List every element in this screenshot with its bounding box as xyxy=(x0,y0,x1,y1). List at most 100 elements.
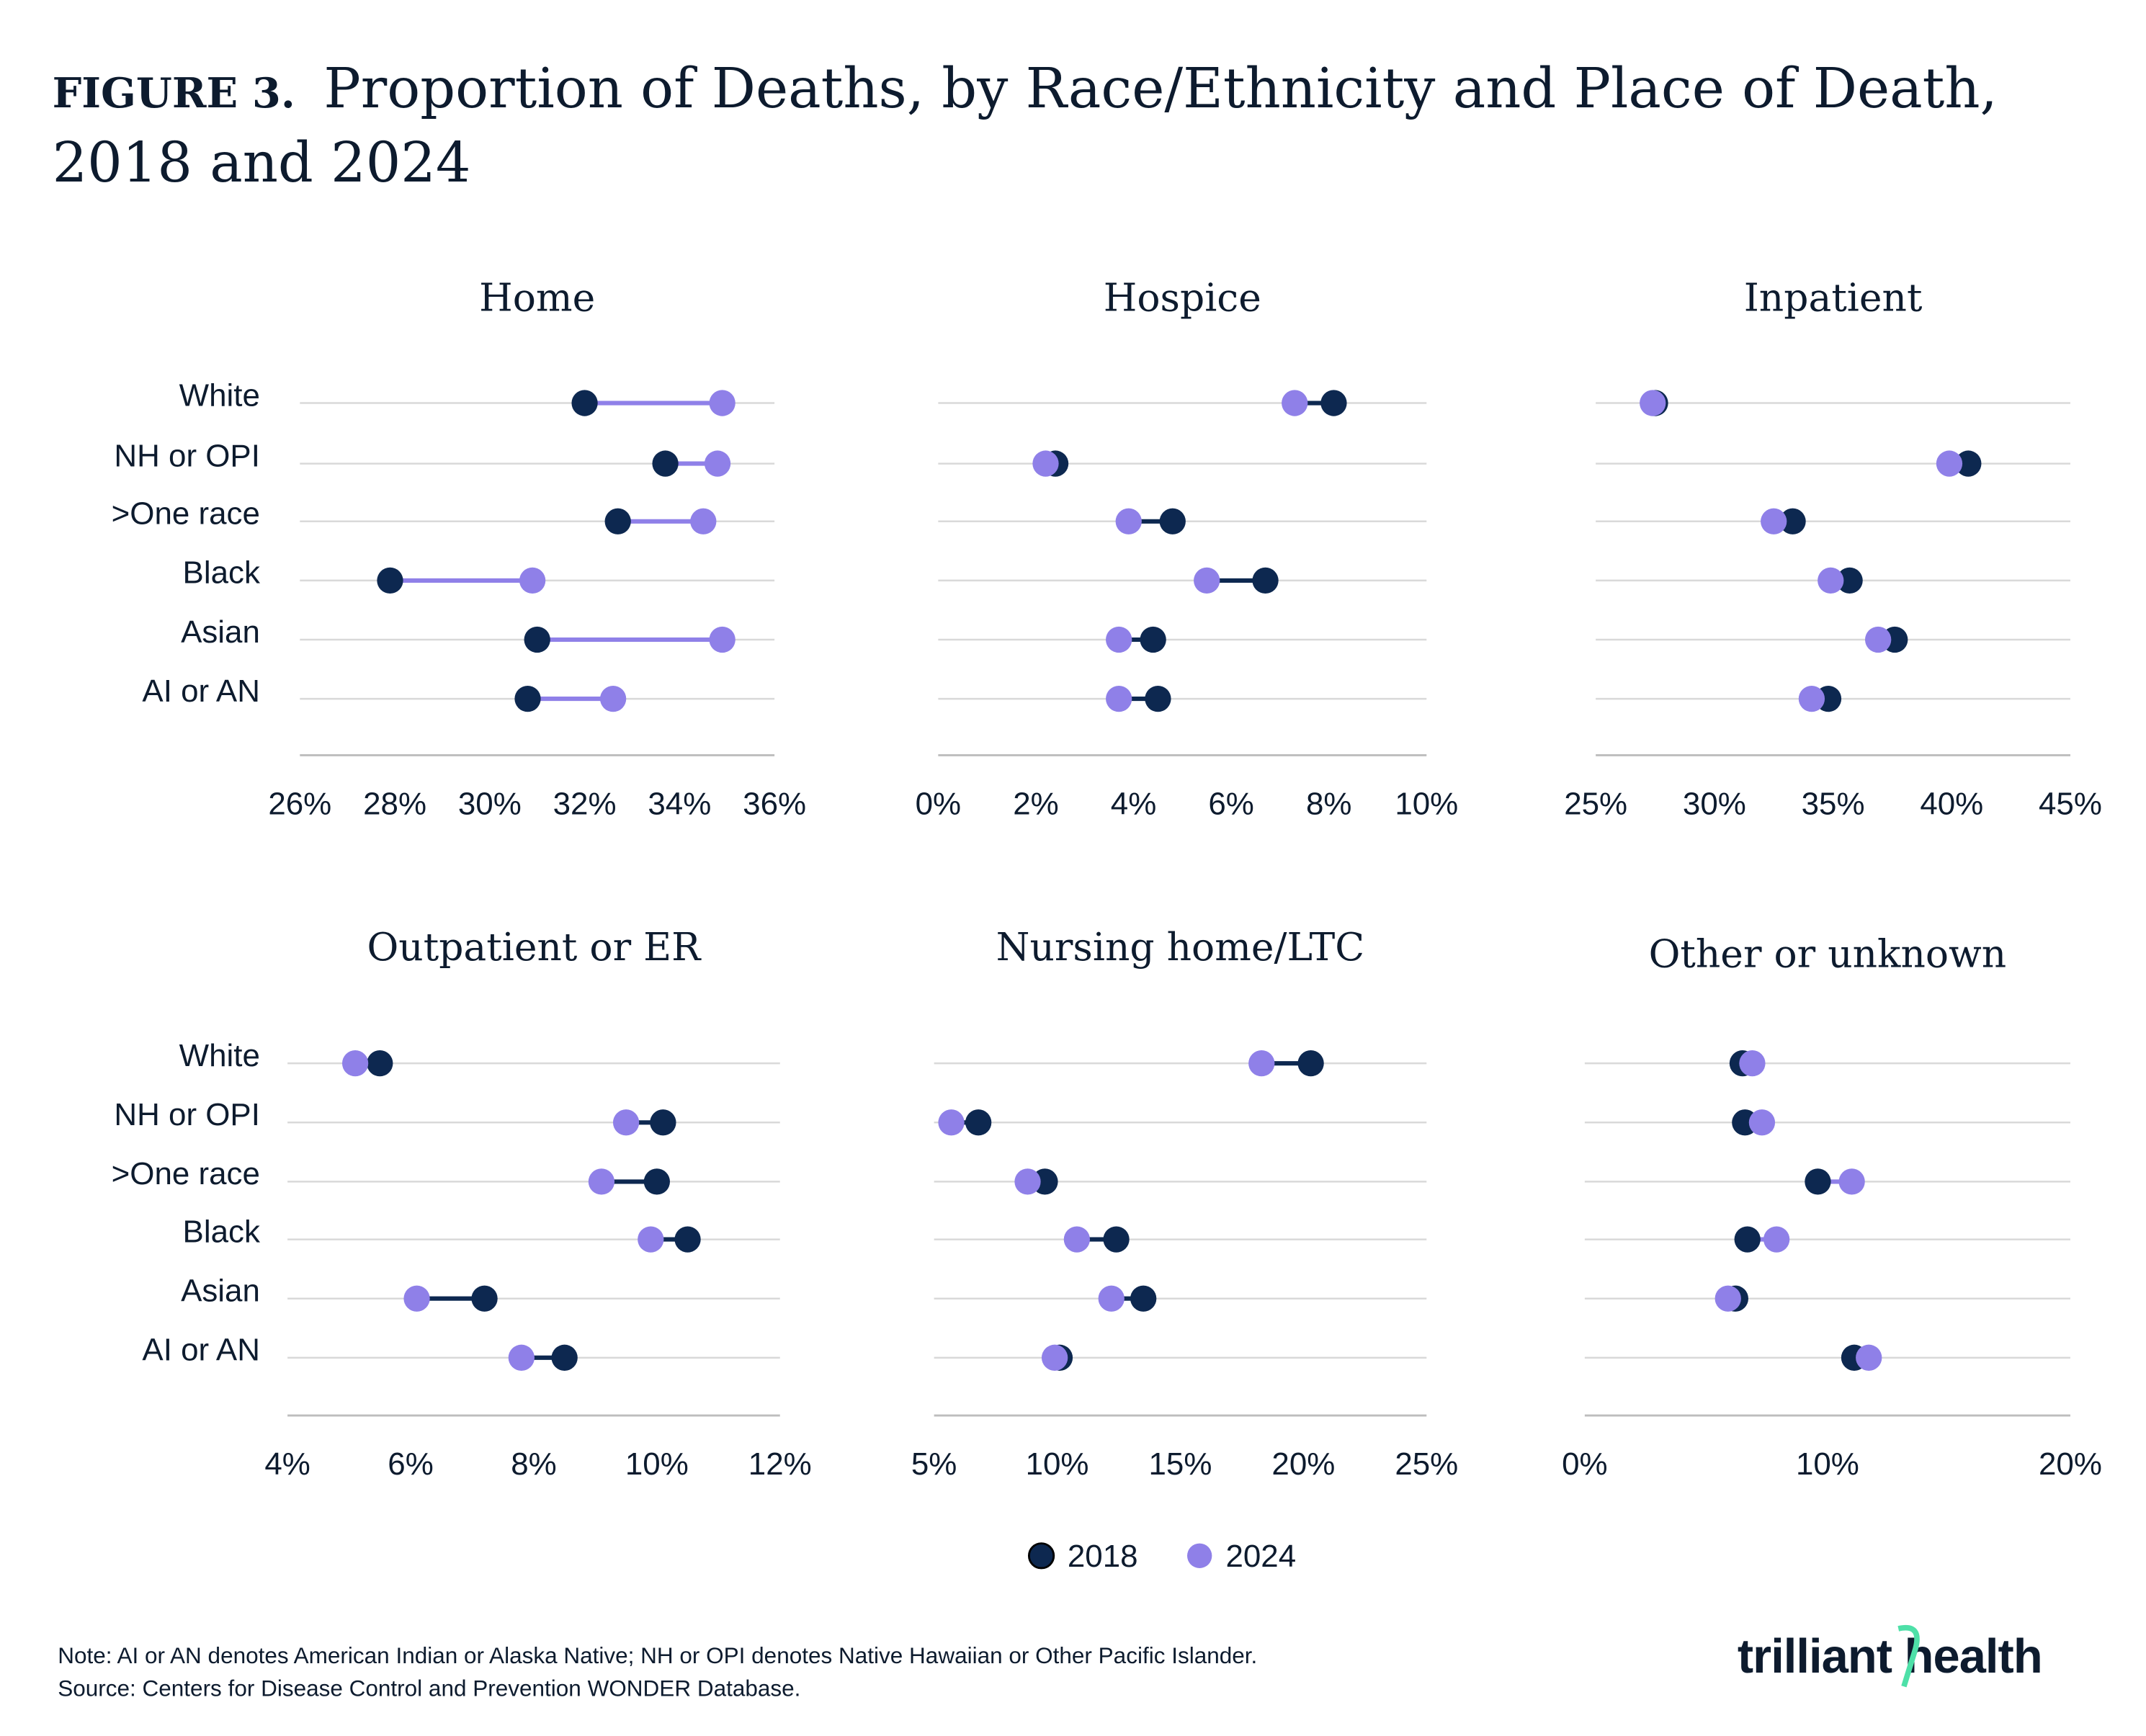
x-tick-label: 10% xyxy=(1796,1446,1859,1482)
x-tick-label: 34% xyxy=(648,787,711,822)
panel-title: Other or unknown xyxy=(1649,931,2007,976)
point-2018 xyxy=(1145,685,1171,712)
category-label: Asian xyxy=(181,1274,260,1309)
point-2024 xyxy=(341,1050,369,1077)
point-2024 xyxy=(1282,390,1308,416)
point-2024 xyxy=(1106,626,1132,653)
point-2024 xyxy=(638,1226,664,1253)
category-label: White xyxy=(179,1038,260,1073)
trilliant-health-logo: trilliant health xyxy=(1738,1625,2043,1688)
figure-title-line1: Proportion of Deaths, by Race/Ethnicity … xyxy=(323,57,1997,121)
point-2018 xyxy=(1140,626,1166,653)
point-2018 xyxy=(514,685,541,712)
point-2024 xyxy=(1032,450,1059,477)
panel-title: Inpatient xyxy=(1744,275,1923,321)
point-2024 xyxy=(709,390,736,416)
x-tick-label: 15% xyxy=(1149,1446,1212,1482)
point-2018 xyxy=(1955,450,1982,477)
point-2018 xyxy=(571,390,598,416)
x-tick-label: 6% xyxy=(388,1446,433,1482)
legend-marker-2018 xyxy=(1027,1542,1055,1570)
point-2018 xyxy=(524,626,550,653)
panel-home: Home 26% 28% 30% 32% 34% 36% White NH or OPI >One… xyxy=(112,275,806,822)
point-2024 xyxy=(1856,1344,1882,1371)
point-2018 xyxy=(1836,567,1863,594)
category-label: Asian xyxy=(181,614,260,650)
point-2024 xyxy=(403,1285,430,1312)
point-2018 xyxy=(674,1226,701,1253)
x-tick-label: 8% xyxy=(511,1446,556,1482)
point-2018 xyxy=(643,1168,670,1195)
category-label: White xyxy=(179,377,260,413)
x-tick-label: 26% xyxy=(268,787,331,822)
logo-wordmark: trilliant health xyxy=(1738,1630,2042,1683)
x-tick-label: 5% xyxy=(911,1446,957,1482)
x-tick-label: 20% xyxy=(2039,1446,2102,1482)
x-tick-label: 10% xyxy=(625,1446,689,1482)
point-2024 xyxy=(709,626,736,653)
x-tick-label: 4% xyxy=(264,1446,310,1482)
point-2024 xyxy=(1838,1168,1865,1195)
category-label: >One race xyxy=(112,496,260,532)
point-2024 xyxy=(1748,1109,1776,1136)
x-tick-label: 30% xyxy=(1683,787,1746,822)
x-tick-label: 32% xyxy=(553,787,617,822)
point-2018 xyxy=(1779,508,1806,534)
x-tick-label: 4% xyxy=(1111,787,1156,822)
point-2024 xyxy=(1739,1050,1766,1077)
x-tick-label: 0% xyxy=(916,787,961,822)
point-2024 xyxy=(1798,685,1825,712)
x-tick-label: 0% xyxy=(1562,1446,1607,1482)
x-tick-label: 6% xyxy=(1208,787,1253,822)
x-tick-label: 28% xyxy=(363,787,426,822)
category-label: NH or OPI xyxy=(114,1097,259,1132)
point-2018 xyxy=(1805,1168,1831,1195)
point-2018 xyxy=(1734,1226,1761,1253)
x-tick-label: 12% xyxy=(748,1446,812,1482)
point-2024 xyxy=(1115,508,1142,534)
x-tick-label: 2% xyxy=(1013,787,1058,822)
x-tick-label: 30% xyxy=(458,787,522,822)
category-label: AI or AN xyxy=(142,1333,260,1368)
panels: Home 26% 28% 30% 32% 34% 36% White NH or OPI >One… xyxy=(112,275,2102,1482)
point-2024 xyxy=(1248,1050,1275,1077)
x-tick-label: 40% xyxy=(1920,787,1983,822)
category-label: Black xyxy=(183,555,261,591)
x-tick-label: 25% xyxy=(1564,787,1627,822)
point-2018 xyxy=(1320,390,1347,416)
point-2018 xyxy=(471,1285,498,1312)
point-2024 xyxy=(1761,508,1787,534)
point-2024 xyxy=(1936,450,1963,477)
point-2018 xyxy=(1103,1226,1130,1253)
x-tick-label: 20% xyxy=(1271,1446,1335,1482)
point-2024 xyxy=(1714,1285,1741,1312)
category-label: Black xyxy=(183,1214,261,1249)
panel-title: Hospice xyxy=(1104,275,1261,321)
category-label: AI or AN xyxy=(142,674,260,709)
point-2024 xyxy=(519,567,546,594)
footnote: Note: AI or AN denotes American Indian o… xyxy=(58,1642,1257,1668)
point-2024 xyxy=(1014,1168,1041,1195)
panel-other-or-unknown: Other or unknown 0% 10% 20% xyxy=(1562,931,2102,1482)
panel-inpatient: Inpatient 25% 30% 35% 40% 45% xyxy=(1564,275,2102,822)
point-2024 xyxy=(1063,1226,1091,1253)
point-2018 xyxy=(1297,1050,1324,1077)
x-tick-label: 8% xyxy=(1306,787,1351,822)
point-2018 xyxy=(604,508,631,534)
point-2024 xyxy=(1106,685,1132,712)
category-label: >One race xyxy=(112,1156,260,1191)
category-label: NH or OPI xyxy=(114,438,259,473)
point-2024 xyxy=(704,450,731,477)
point-2024 xyxy=(1194,567,1220,594)
point-2018 xyxy=(377,567,403,594)
figure-title: FIGURE 3. Proportion of Deaths, by Race/… xyxy=(53,57,1998,121)
panel-title: Nursing home/LTC xyxy=(996,924,1365,970)
point-2018 xyxy=(1252,567,1279,594)
panel-nursing-home-ltc: Nursing home/LTC 5% 10% 15% 20% 25% xyxy=(911,924,1458,1482)
figure-label: FIGURE 3. xyxy=(53,68,295,117)
legend-marker-2024 xyxy=(1186,1543,1212,1568)
point-2024 xyxy=(1865,626,1892,653)
source-note: Source: Centers for Disease Control and … xyxy=(58,1675,800,1701)
x-tick-label: 35% xyxy=(1802,787,1865,822)
